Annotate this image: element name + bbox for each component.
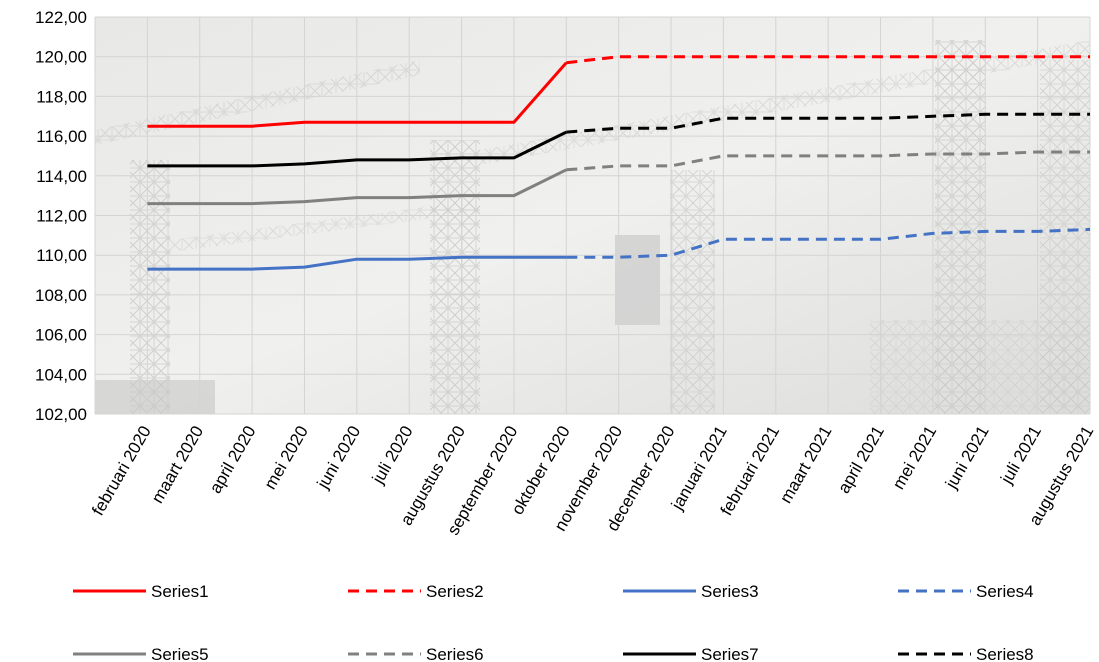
legend-label: Series2	[426, 582, 484, 601]
legend-label: Series6	[426, 645, 484, 662]
legend-label: Series1	[151, 582, 209, 601]
y-tick-label: 116,00	[36, 127, 87, 146]
y-axis-ticks: 102,00 104,00 106,00 108,00 110,00 112,00 114,…	[35, 8, 87, 424]
x-tick-label: februari 2020	[88, 423, 155, 519]
x-tick-label: mei 2021	[889, 423, 940, 493]
y-tick-label: 122,00	[35, 8, 87, 27]
y-tick-label: 120,00	[35, 48, 87, 67]
legend-item-2: Series2	[348, 582, 484, 601]
legend-label: Series7	[701, 645, 759, 662]
legend-label: Series5	[151, 645, 209, 662]
x-tick-label: juni 2020	[313, 423, 364, 493]
x-tick-label: mei 2020	[261, 423, 312, 493]
legend-item-3: Series3	[623, 582, 759, 601]
x-tick-label: maart 2021	[776, 423, 835, 507]
y-tick-label: 118,00	[36, 87, 87, 106]
y-tick-label: 110,00	[36, 246, 87, 265]
legend-label: Series8	[976, 645, 1034, 662]
x-tick-label: maart 2020	[148, 423, 207, 507]
x-tick-label: april 2021	[834, 423, 888, 497]
x-tick-label: juli 2020	[368, 423, 417, 488]
legend-item-8: Series8	[898, 645, 1034, 662]
y-tick-label: 104,00	[35, 365, 87, 384]
y-tick-label: 106,00	[35, 326, 87, 345]
x-tick-label: juli 2021	[996, 423, 1045, 488]
y-tick-label: 102,00	[35, 405, 87, 424]
x-tick-label: april 2020	[206, 423, 260, 497]
legend-item-5: Series5	[73, 645, 209, 662]
y-tick-label: 112,00	[36, 207, 87, 226]
legend-item-6: Series6	[348, 645, 484, 662]
legend: Series1 Series2 Series3 Series4 Series5 Serie…	[73, 582, 1034, 662]
legend-label: Series4	[976, 582, 1034, 601]
y-tick-label: 108,00	[35, 286, 87, 305]
legend-item-7: Series7	[623, 645, 759, 662]
x-tick-label: juni 2021	[941, 423, 992, 493]
legend-item-4: Series4	[898, 582, 1034, 601]
y-tick-label: 114,00	[36, 167, 87, 186]
legend-label: Series3	[701, 582, 759, 601]
legend-item-1: Series1	[73, 582, 209, 601]
